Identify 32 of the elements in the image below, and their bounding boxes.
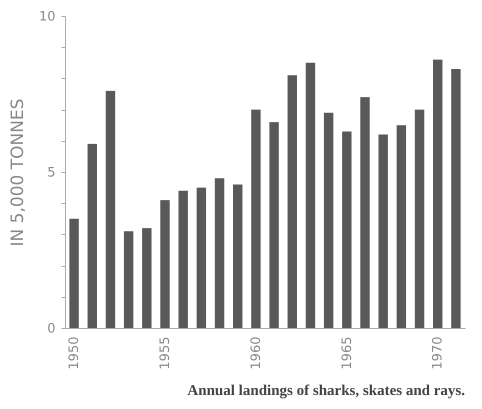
y-axis-title: IN 5,000 TONNES xyxy=(8,98,28,246)
bar xyxy=(106,90,116,328)
bar xyxy=(451,69,461,328)
bar xyxy=(433,60,442,328)
bar xyxy=(233,184,242,328)
bar xyxy=(288,75,297,328)
bar xyxy=(324,112,334,328)
y-tick-label: 0 xyxy=(47,322,56,336)
y-tick-label: 10 xyxy=(38,10,56,24)
text: Annual landings of sharks, skates and rays. xyxy=(187,383,466,400)
bar xyxy=(88,144,97,328)
bar xyxy=(360,97,370,328)
y-tick-label: 5 xyxy=(47,166,56,180)
bar xyxy=(342,131,352,328)
x-tick-label: 1965 xyxy=(340,336,355,370)
bar xyxy=(414,110,424,328)
bar xyxy=(124,231,134,328)
x-tick-label: 1950 xyxy=(67,336,82,370)
bar xyxy=(378,134,388,328)
x-tick-label: 1970 xyxy=(430,336,446,370)
x-tick-label: 1955 xyxy=(158,336,173,370)
bar xyxy=(269,122,279,328)
bar xyxy=(160,200,170,328)
bar xyxy=(251,110,261,328)
bar xyxy=(69,218,79,328)
bar xyxy=(142,228,152,328)
x-tick-label: 1960 xyxy=(248,336,264,370)
bar xyxy=(306,62,316,328)
bar xyxy=(196,188,206,328)
bar xyxy=(178,190,188,328)
bar xyxy=(396,125,406,328)
bar xyxy=(214,178,224,328)
